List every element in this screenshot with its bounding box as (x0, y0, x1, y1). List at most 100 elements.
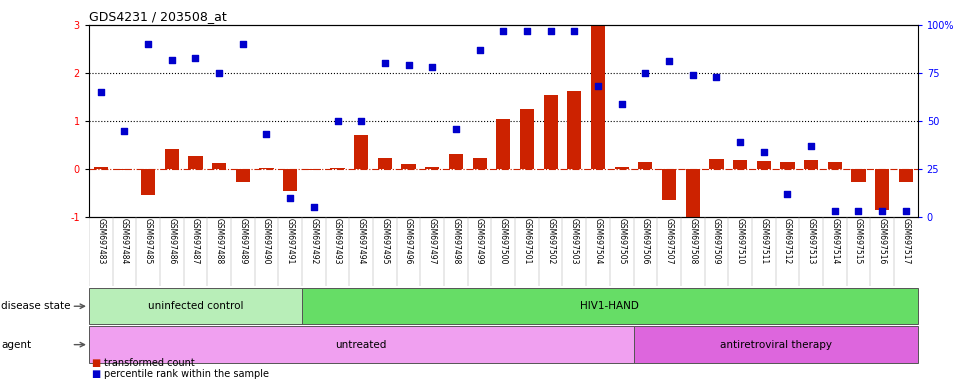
Point (827, 208, 842, 214)
Point (164, 56, 180, 63)
Bar (89, 326, 634, 363)
Text: GSM697485: GSM697485 (144, 218, 153, 265)
Point (187, 55, 203, 61)
Bar (307, 169, 321, 170)
Bar (141, 169, 156, 195)
Text: disease state: disease state (1, 301, 71, 311)
Point (354, 118, 369, 124)
Bar (804, 161, 818, 169)
Text: GSM697514: GSM697514 (831, 218, 839, 265)
Text: GSM697486: GSM697486 (167, 218, 176, 265)
Bar (781, 162, 795, 169)
Bar (212, 163, 226, 169)
Bar (260, 167, 273, 169)
Text: GSM697507: GSM697507 (665, 218, 673, 265)
Point (520, 28, 535, 34)
Bar (875, 169, 890, 210)
Bar (898, 169, 913, 182)
Bar (686, 169, 699, 222)
Text: GSM697491: GSM697491 (286, 218, 295, 265)
Text: GSM697501: GSM697501 (523, 218, 531, 265)
Text: GSM697494: GSM697494 (356, 218, 366, 265)
Text: untreated: untreated (335, 339, 387, 350)
Bar (302, 288, 918, 324)
Bar (425, 167, 440, 169)
Bar (851, 169, 866, 182)
Text: ■: ■ (91, 358, 100, 368)
Bar (733, 161, 747, 169)
Point (874, 208, 890, 214)
Bar (355, 136, 368, 169)
Text: GSM697516: GSM697516 (878, 218, 887, 265)
Point (732, 139, 748, 145)
Bar (520, 109, 534, 169)
Text: antiretroviral therapy: antiretroviral therapy (720, 339, 832, 350)
Point (235, 41, 250, 47)
Text: GSM697487: GSM697487 (191, 218, 200, 265)
Text: GSM697506: GSM697506 (640, 218, 650, 265)
Bar (497, 119, 510, 169)
Bar (828, 162, 842, 169)
Text: GDS4231 / 203508_at: GDS4231 / 203508_at (89, 10, 227, 23)
Text: GSM697515: GSM697515 (854, 218, 863, 265)
Point (259, 131, 274, 137)
Bar (567, 91, 582, 169)
Text: GSM697497: GSM697497 (428, 218, 437, 265)
Point (898, 208, 914, 214)
Text: GSM697489: GSM697489 (239, 218, 247, 265)
Point (638, 70, 653, 76)
Text: GSM697512: GSM697512 (783, 218, 792, 265)
Text: GSM697496: GSM697496 (404, 218, 413, 265)
Text: GSM697517: GSM697517 (901, 218, 910, 265)
Text: uninfected control: uninfected control (148, 301, 243, 311)
Point (496, 28, 511, 34)
Text: GSM697502: GSM697502 (546, 218, 555, 265)
Point (780, 191, 795, 197)
Text: GSM697495: GSM697495 (381, 218, 389, 265)
Bar (89, 288, 302, 324)
Text: GSM697484: GSM697484 (120, 218, 128, 265)
Point (590, 83, 606, 89)
Point (471, 47, 487, 53)
Point (614, 101, 630, 107)
Bar (283, 169, 298, 190)
Text: GSM697503: GSM697503 (570, 218, 579, 265)
Point (377, 60, 392, 66)
Text: GSM697513: GSM697513 (807, 218, 815, 265)
Bar (756, 161, 771, 169)
Point (212, 70, 227, 76)
Bar (634, 326, 918, 363)
Text: ■: ■ (91, 369, 100, 379)
Point (709, 74, 724, 80)
Point (282, 195, 298, 201)
Point (117, 127, 132, 134)
Bar (378, 159, 392, 169)
Bar (544, 94, 557, 169)
Point (567, 28, 582, 34)
Point (306, 204, 322, 210)
Point (662, 58, 677, 65)
Text: GSM697499: GSM697499 (475, 218, 484, 265)
Bar (662, 169, 676, 200)
Text: agent: agent (1, 339, 31, 350)
Text: percentile rank within the sample: percentile rank within the sample (104, 369, 270, 379)
Text: GSM697504: GSM697504 (593, 218, 603, 265)
Bar (709, 159, 724, 169)
Point (401, 62, 416, 68)
Bar (472, 159, 487, 169)
Bar (402, 164, 415, 169)
Point (851, 208, 867, 214)
Bar (449, 154, 463, 169)
Bar (639, 162, 652, 169)
Bar (94, 167, 108, 169)
Text: GSM697493: GSM697493 (333, 218, 342, 265)
Text: GSM697511: GSM697511 (759, 218, 768, 265)
Text: GSM697509: GSM697509 (712, 218, 721, 265)
Point (448, 126, 464, 132)
Bar (188, 156, 203, 169)
Text: GSM697488: GSM697488 (214, 218, 223, 265)
Text: GSM697508: GSM697508 (688, 218, 697, 265)
Point (543, 28, 558, 34)
Point (804, 143, 819, 149)
Point (685, 72, 700, 78)
